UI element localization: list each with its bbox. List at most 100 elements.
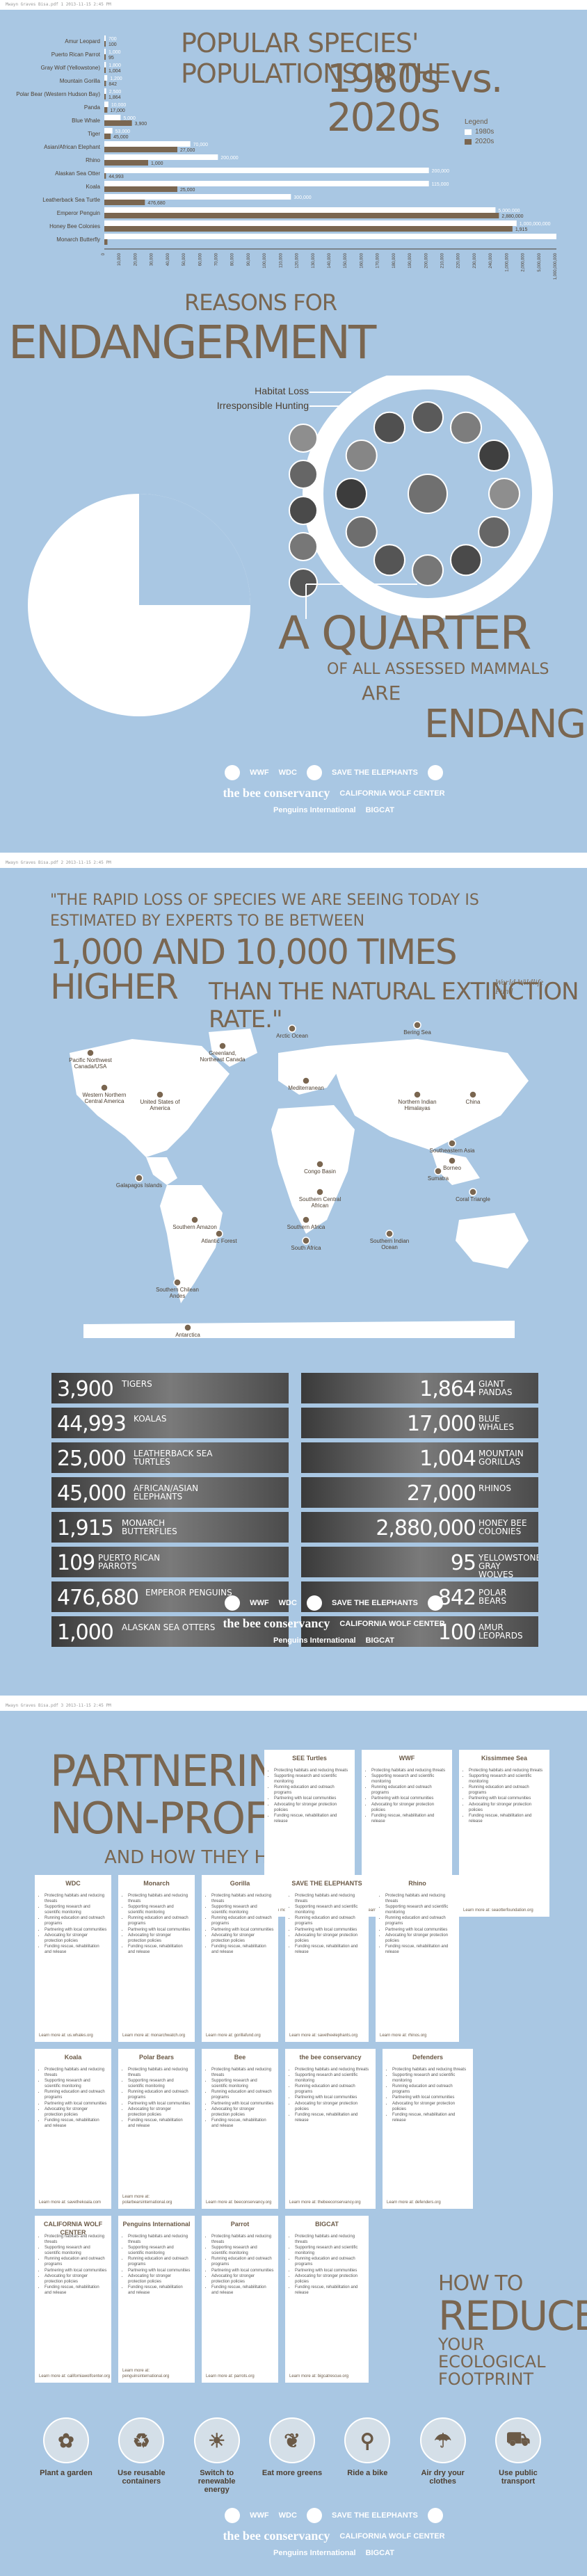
bar-label-2020s: 3,900: [135, 122, 147, 127]
nonprofit-bullet: Supporting research and scientific monit…: [211, 2245, 274, 2256]
bar-label-1980s: 1,800: [108, 63, 121, 68]
nonprofit-link[interactable]: Learn more at: defenders.org: [387, 2200, 441, 2205]
population-number: 3,900: [57, 1377, 114, 1401]
nonprofit-bullet: Funding rescue, rehabilitation and relea…: [469, 1813, 545, 1824]
nonprofit-bullet: Running education and outreach programs: [274, 1785, 351, 1796]
nonprofit-bullet: Advocating for stronger protection polic…: [211, 2107, 274, 2118]
population-cell: 1,915 MONARCH BUTTERFLIES: [51, 1512, 289, 1543]
population-cell: 3,900 TIGERS: [51, 1373, 289, 1403]
category-label: Honey Bee Colonies: [49, 223, 100, 230]
nonprofit-bullet: Funding rescue, rehabilitation and relea…: [45, 2285, 107, 2296]
nonprofit-link[interactable]: Learn more at: rhinos.org: [380, 2033, 427, 2038]
x-tick-label: 130,000: [312, 252, 316, 268]
nonprofit-link[interactable]: Learn more at: monarchwatch.org: [122, 2033, 186, 2038]
nonprofit-bullets: Protecting habitats and reducing threats…: [122, 2234, 191, 2296]
nonprofit-bullets: Protecting habitats and reducing threats…: [289, 1893, 364, 1955]
map-pin: [385, 1230, 394, 1238]
nonprofit-bullet: Advocating for stronger protection polic…: [469, 1802, 545, 1813]
population-cell: 2,880,000 HONEY BEE COLONIES: [301, 1512, 538, 1543]
nonprofit-card: Rhino Protecting habitats and reducing th…: [376, 1875, 459, 2042]
nonprofit-link[interactable]: Learn more at: bigcatrescue.org: [289, 2374, 349, 2378]
animal-photo: [488, 478, 520, 510]
bar-2020s: [104, 54, 106, 60]
category-label: Rhino: [86, 157, 100, 163]
legend-swatch-2020: [465, 138, 472, 145]
bar-label-1980s: 200,000: [220, 156, 238, 161]
nonprofit-bullet: Advocating for stronger protection polic…: [295, 1933, 364, 1944]
map-label: Greenland, Northeast Canada: [200, 1050, 246, 1063]
nonprofit-link[interactable]: Learn more at: californiawolfcenter.org: [39, 2374, 111, 2378]
nonprofit-link[interactable]: Learn more at: savethekoala.com: [39, 2200, 102, 2205]
logo-rhino: [427, 1595, 443, 1611]
nonprofit-bullet: Protecting habitats and reducing threats: [211, 2067, 274, 2078]
nonprofit-bullet: Advocating for stronger protection polic…: [45, 2273, 107, 2285]
nonprofit-bullets: Protecting habitats and reducing threats…: [206, 2234, 274, 2296]
nonprofit-link[interactable]: Learn more at: thebeeconservancy.org: [289, 2200, 361, 2205]
nonprofit-name: Bee: [234, 2054, 246, 2061]
animal-photo: [289, 496, 318, 525]
animal-photo: [289, 568, 318, 597]
bar-2020s: [104, 147, 177, 152]
population-row: 3,900 TIGERS 1,864 GIANT PANDAS: [51, 1373, 538, 1403]
category-label: Blue Whale: [72, 118, 100, 124]
bar-label-1980s: 2,500: [109, 90, 122, 95]
nonprofit-name: SEE Turtles: [292, 1755, 327, 1762]
nonprofit-link[interactable]: Learn more at: polarbearsinternational.o…: [122, 2194, 172, 2205]
nonprofit-link[interactable]: Learn more at: penguinsinternational.org: [122, 2368, 170, 2378]
category-label: Tiger: [88, 131, 100, 137]
nonprofit-name: Penguins International: [122, 2221, 191, 2228]
category-label: Alaskan Sea Otter: [55, 170, 100, 177]
population-number: 44,993: [57, 1412, 127, 1436]
bar-2020s: [104, 186, 177, 192]
population-species: YELLOWSTONE GRAY WOLVES: [479, 1553, 538, 1577]
clothes-icon: ☂: [419, 2417, 466, 2463]
threat-list: Habitat Loss Irresponsible Hunting: [179, 384, 309, 413]
bar-label-1980s: 70,000: [193, 143, 209, 147]
nonprofit-link[interactable]: Learn more at: seaotterfoundation.org: [463, 1908, 533, 1913]
nonprofit-bullet: Running education and outreach programs: [469, 1785, 545, 1796]
nonprofit-link[interactable]: Learn more at: beeconservancy.org: [206, 2200, 272, 2205]
endangerment-graphics: [28, 376, 553, 716]
logo-rhino: [427, 765, 443, 780]
nonprofit-link[interactable]: Learn more at: parrots.org: [206, 2374, 255, 2378]
nonprofit-bullets: Protecting habitats and reducing threats…: [366, 1768, 448, 1824]
animal-photo: [335, 478, 367, 510]
x-tick-label: 170,000: [376, 252, 380, 268]
nonprofit-card: the bee conservancy Protecting habitats a…: [285, 2049, 376, 2209]
map-pin: [469, 1090, 477, 1099]
logo-california-wolf: CALIFORNIA WOLF CENTER: [339, 1619, 445, 1628]
map-pin: [218, 1042, 227, 1050]
map-pin: [302, 1077, 310, 1085]
nonprofit-bullet: Advocating for stronger protection polic…: [371, 1802, 448, 1813]
map-pin: [413, 1021, 421, 1029]
nonprofit-bullet: Partnering with local communities: [392, 2095, 469, 2100]
map-pin: [184, 1323, 192, 1332]
nonprofit-bullet: Supporting research and scientific monit…: [211, 2078, 274, 2089]
logo-strip: WWF WDC SAVE THE ELEPHANTS the bee conse…: [188, 765, 480, 814]
x-tick-label: 1,000,000,000: [554, 252, 558, 280]
bar-1980s: [104, 62, 106, 67]
logo-bigcat: BIGCAT: [365, 2549, 394, 2557]
bar-2020s: [104, 173, 106, 179]
map-label: South Africa: [291, 1245, 321, 1251]
logo-rhino: [427, 2508, 443, 2523]
bar-1980s: [104, 207, 496, 213]
bar-1980s: [104, 220, 517, 226]
logo-bee-conservancy: the bee conservancy: [223, 1616, 330, 1630]
nonprofit-link[interactable]: Learn more at: gorillafund.org: [206, 2033, 261, 2038]
logo-strip: WWF WDC SAVE THE ELEPHANTS the bee conse…: [188, 2508, 480, 2557]
nonprofit-name: the bee conservancy: [299, 2054, 362, 2061]
nonprofit-link[interactable]: Learn more at: us.whales.org: [39, 2033, 93, 2038]
nonprofit-bullet: Supporting research and scientific monit…: [128, 1904, 191, 1915]
population-number: 45,000: [57, 1481, 127, 1506]
bar-label-1980s: 1,000,000,000: [520, 222, 551, 227]
page-header: Mwayn Graves Bisa.pdf 3 2013-11-15 2:45 …: [0, 1701, 587, 1711]
bar-label-2020s: 27,000: [180, 148, 195, 153]
nonprofit-bullet: Partnering with local communities: [274, 1796, 351, 1801]
population-species: POLAR BEARS: [479, 1588, 507, 1606]
map-pin: [469, 1188, 477, 1196]
nonprofit-link[interactable]: Learn more at: savetheelephants.org: [289, 2033, 358, 2038]
logo-bee-conservancy: the bee conservancy: [223, 2529, 330, 2543]
nonprofit-bullets: Protecting habitats and reducing threats…: [206, 1893, 274, 1955]
category-label: Leatherback Sea Turtle: [42, 197, 100, 203]
